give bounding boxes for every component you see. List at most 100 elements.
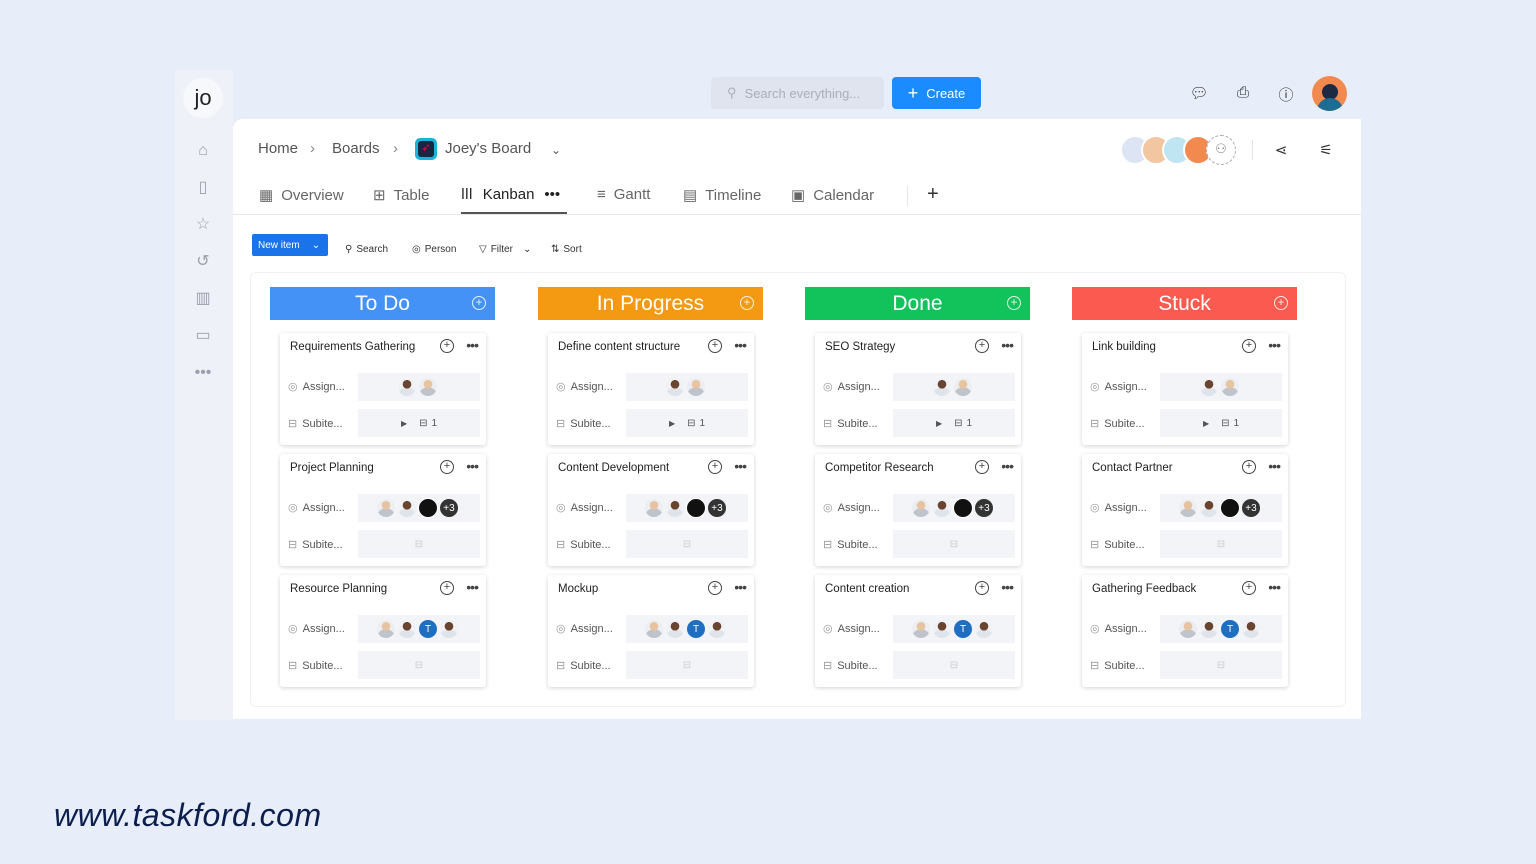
card-title[interactable]: Gathering Feedback [1092, 583, 1197, 595]
new-item-button[interactable]: New item ⌄ [252, 234, 328, 256]
more-icon[interactable]: ••• [544, 186, 561, 203]
add-item-icon[interactable]: + [1007, 296, 1021, 310]
avatar[interactable] [686, 498, 706, 518]
add-view-button[interactable]: + [927, 183, 939, 205]
subitems-cell[interactable]: ▶ ⊟ 1 [626, 409, 748, 437]
task-card[interactable]: Link building + ••• ◎ Assign... ⊟ Subite..… [1082, 333, 1288, 445]
more-icon[interactable]: ••• [1001, 337, 1014, 353]
subitems-cell[interactable]: ▶ ⊟ 1 [1160, 409, 1282, 437]
avatar[interactable] [1199, 619, 1219, 639]
avatar[interactable] [418, 498, 438, 518]
chevron-down-icon[interactable]: ⌄ [311, 239, 321, 251]
tab-table[interactable]: ⊞ Table [373, 186, 429, 205]
add-comment-icon[interactable]: + [975, 460, 989, 474]
task-card[interactable]: Contact Partner + ••• ◎ Assign... +3 ⊟ Sub… [1082, 454, 1288, 566]
avatar[interactable] [1178, 498, 1198, 518]
add-comment-icon[interactable]: + [708, 460, 722, 474]
history-icon[interactable]: ↺ [196, 253, 210, 270]
avatar[interactable] [376, 498, 396, 518]
workspace-logo[interactable]: jo [183, 78, 223, 118]
avatar[interactable] [376, 619, 396, 639]
assignees-cell[interactable] [626, 373, 748, 401]
more-icon[interactable]: ••• [734, 337, 747, 353]
avatar[interactable]: T [953, 619, 973, 639]
avatar[interactable] [665, 498, 685, 518]
sort-button[interactable]: ⇅ Sort [551, 244, 582, 255]
add-comment-icon[interactable]: + [440, 581, 454, 595]
expand-caret-icon[interactable]: ▶ [400, 418, 408, 428]
avatar[interactable] [665, 619, 685, 639]
breadcrumb-home[interactable]: Home [258, 140, 299, 157]
settings-sliders-icon[interactable]: ⚟ [1319, 142, 1333, 159]
task-card[interactable]: Content creation + ••• ◎ Assign... T ⊟ Sub… [815, 575, 1021, 687]
chat-icon[interactable]: 💬︎ [1189, 85, 1209, 102]
expand-caret-icon[interactable]: ▶ [935, 418, 943, 428]
assignees-cell[interactable]: T [893, 615, 1015, 643]
more-icon[interactable]: ••• [734, 579, 747, 595]
add-comment-icon[interactable]: + [975, 581, 989, 595]
more-assignees-badge[interactable]: +3 [707, 498, 727, 518]
folder-icon[interactable]: ▭ [195, 327, 211, 344]
avatar[interactable] [932, 619, 952, 639]
filter-button[interactable]: ▽ Filter ⌄ [479, 244, 531, 255]
task-card[interactable]: Mockup + ••• ◎ Assign... T ⊟ Subite... ⊟ [548, 575, 754, 687]
subitems-cell[interactable]: ⊟ [893, 530, 1015, 558]
avatar[interactable] [1199, 498, 1219, 518]
avatar[interactable] [932, 377, 952, 397]
task-card[interactable]: SEO Strategy + ••• ◎ Assign... ⊟ Subite...… [815, 333, 1021, 445]
add-item-icon[interactable]: + [740, 296, 754, 310]
subitems-cell[interactable]: ⊟ [358, 651, 480, 679]
more-assignees-badge[interactable]: +3 [974, 498, 994, 518]
task-card[interactable]: Define content structure + ••• ◎ Assign..… [548, 333, 754, 445]
avatar[interactable] [397, 377, 417, 397]
breadcrumb-board[interactable]: Joey's Board [445, 140, 532, 157]
assignees-cell[interactable]: T [626, 615, 748, 643]
task-card[interactable]: Competitor Research + ••• ◎ Assign... +3 … [815, 454, 1021, 566]
chevron-down-icon[interactable]: ⌄ [551, 143, 562, 157]
avatar[interactable] [953, 498, 973, 518]
task-card[interactable]: Resource Planning + ••• ◎ Assign... T ⊟ Su… [280, 575, 486, 687]
avatar[interactable] [707, 619, 727, 639]
more-icon[interactable]: ••• [1001, 458, 1014, 474]
tab-timeline[interactable]: ▤ Timeline [683, 186, 761, 205]
add-comment-icon[interactable]: + [440, 339, 454, 353]
subitems-cell[interactable]: ⊟ [626, 530, 748, 558]
add-member-icon[interactable]: ⚇ [1206, 135, 1236, 165]
more-icon[interactable]: ••• [466, 337, 479, 353]
subitems-cell[interactable]: ⊟ [358, 530, 480, 558]
card-title[interactable]: Requirements Gathering [290, 341, 416, 353]
card-title[interactable]: Content Development [558, 462, 670, 474]
user-avatar[interactable] [1312, 76, 1347, 111]
breadcrumb-boards[interactable]: Boards [332, 140, 380, 157]
home-icon[interactable]: ⌂ [198, 142, 208, 159]
add-comment-icon[interactable]: + [1242, 581, 1256, 595]
card-title[interactable]: Define content structure [558, 341, 681, 353]
avatar[interactable] [1220, 377, 1240, 397]
more-assignees-badge[interactable]: +3 [439, 498, 459, 518]
card-title[interactable]: Resource Planning [290, 583, 388, 595]
assignees-cell[interactable]: T [358, 615, 480, 643]
avatar[interactable]: T [1220, 619, 1240, 639]
create-button[interactable]: + Create [892, 77, 981, 109]
subitems-cell[interactable]: ⊟ [893, 651, 1015, 679]
tab-calendar[interactable]: ▣ Calendar [791, 186, 874, 205]
avatar[interactable] [418, 377, 438, 397]
avatar[interactable] [397, 619, 417, 639]
avatar[interactable] [974, 619, 994, 639]
avatar[interactable] [1178, 619, 1198, 639]
add-item-icon[interactable]: + [472, 296, 486, 310]
add-comment-icon[interactable]: + [708, 581, 722, 595]
avatar[interactable] [911, 498, 931, 518]
subitems-cell[interactable]: ⊟ [1160, 651, 1282, 679]
avatar[interactable]: T [418, 619, 438, 639]
card-title[interactable]: Project Planning [290, 462, 374, 474]
more-icon[interactable]: ••• [1268, 579, 1281, 595]
task-card[interactable]: Gathering Feedback + ••• ◎ Assign... T ⊟ S… [1082, 575, 1288, 687]
add-item-icon[interactable]: + [1274, 296, 1288, 310]
tab-overview[interactable]: ▦ Overview [259, 186, 344, 205]
avatar[interactable]: T [686, 619, 706, 639]
assignees-cell[interactable]: +3 [358, 494, 480, 522]
add-comment-icon[interactable]: + [440, 460, 454, 474]
task-card[interactable]: Project Planning + ••• ◎ Assign... +3 ⊟ Su… [280, 454, 486, 566]
card-title[interactable]: Mockup [558, 583, 599, 595]
